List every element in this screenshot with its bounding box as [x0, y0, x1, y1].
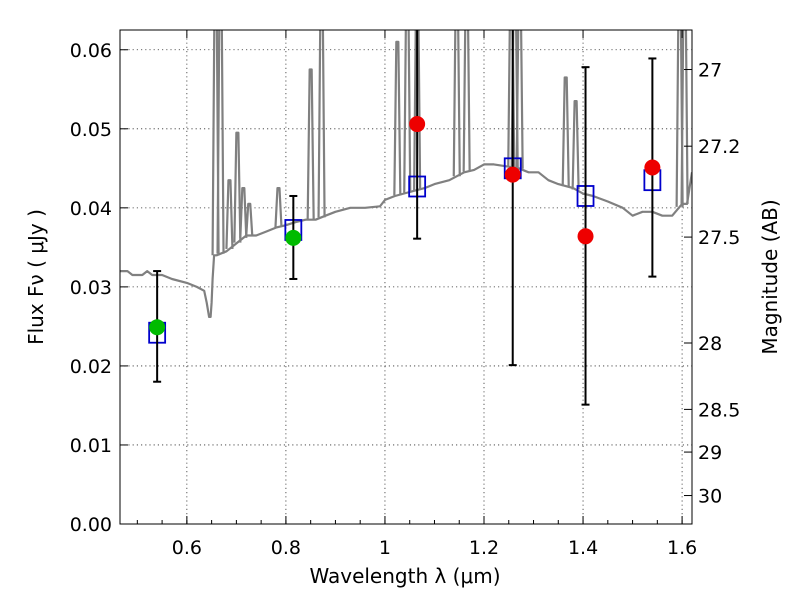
- model-spike: [216, 30, 225, 254]
- x-axis-label: Wavelength λ (μm): [309, 564, 500, 588]
- green-point: [285, 229, 302, 246]
- red-point: [409, 116, 426, 133]
- model-spike: [413, 30, 422, 191]
- x-tick-label: 1.4: [568, 537, 598, 559]
- right-tick-label: 29: [698, 442, 722, 464]
- y-tick-label: 0.00: [70, 514, 112, 536]
- x-tick-label: 1.2: [469, 537, 499, 559]
- model-spike: [515, 30, 524, 169]
- right-tick-label: 30: [698, 486, 722, 508]
- right-tick-label: 28: [698, 333, 722, 355]
- y-tick-label: 0.05: [70, 119, 112, 141]
- model-spike: [680, 30, 689, 204]
- right-tick-label: 27: [698, 60, 722, 82]
- model-spike: [571, 100, 580, 190]
- model-spike: [403, 30, 412, 193]
- y-tick-label: 0.06: [70, 40, 112, 62]
- red-point: [644, 159, 661, 176]
- y-axis-label: Flux Fν ( μJy ): [24, 209, 48, 345]
- y-tick-label: 0.03: [70, 277, 112, 299]
- right-axis-label: Magnitude (AB): [758, 199, 782, 354]
- model-spike: [561, 76, 570, 187]
- green-point: [149, 319, 166, 336]
- y-tick-label: 0.04: [70, 198, 112, 220]
- model-spike: [233, 131, 242, 243]
- x-tick-label: 0.8: [271, 537, 301, 559]
- model-spike: [393, 40, 402, 196]
- x-tick-label: 1.6: [667, 537, 697, 559]
- plot-area: [120, 30, 692, 406]
- model-spike: [306, 68, 315, 220]
- right-tick-label: 27.5: [698, 227, 740, 249]
- model-spike: [225, 179, 234, 249]
- model-spike: [274, 186, 283, 228]
- right-tick-label: 28.5: [698, 399, 740, 421]
- red-point: [577, 228, 594, 245]
- x-tick-label: 1: [379, 537, 391, 559]
- y-tick-label: 0.02: [70, 356, 112, 378]
- model-spike: [239, 186, 248, 238]
- axis-ticks: 0.6 0.8 1 1.2 1.4 1.6 0.00 0.01 0.02 0.03 0.04 0.05…: [70, 30, 740, 559]
- model-spike: [317, 30, 326, 218]
- model-spike: [462, 30, 471, 172]
- right-tick-label: 27.2: [698, 136, 740, 158]
- model-spike: [452, 30, 461, 177]
- model-spike: [245, 202, 254, 236]
- y-tick-label: 0.01: [70, 435, 112, 457]
- red-point: [504, 166, 521, 183]
- plot-frame: [119, 29, 693, 525]
- model-spectrum-line: [120, 163, 692, 318]
- x-tick-label: 0.6: [172, 537, 202, 559]
